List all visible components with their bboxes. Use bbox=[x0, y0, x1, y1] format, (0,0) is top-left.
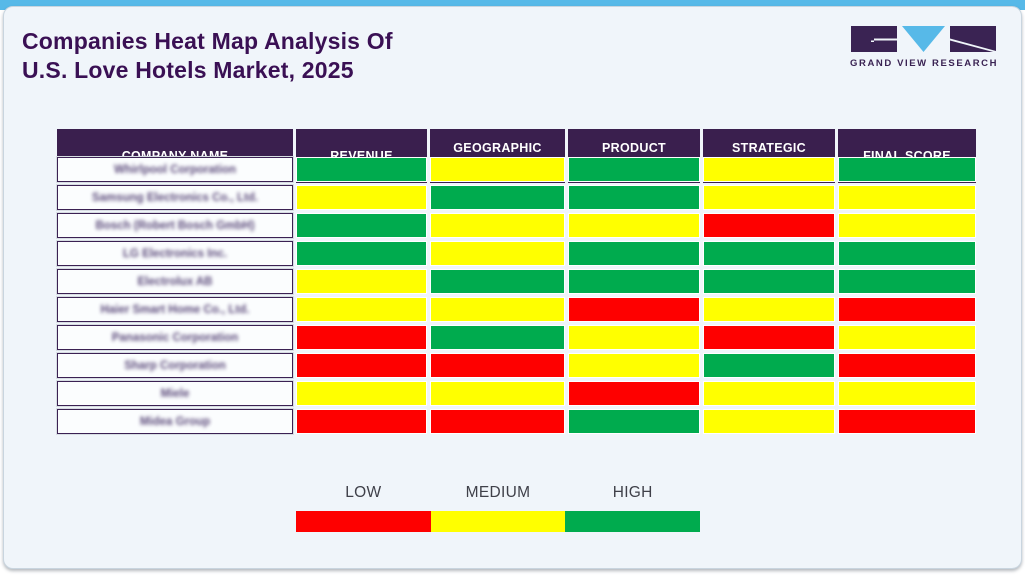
heat-cell-medium bbox=[838, 185, 976, 210]
heat-cell-low bbox=[296, 409, 427, 434]
heat-cell-low bbox=[430, 353, 565, 378]
company-name-cell: Samsung Electronics Co., Ltd. bbox=[56, 184, 294, 211]
company-name-text: Samsung Electronics Co., Ltd. bbox=[91, 191, 259, 204]
grand-view-research-logo: GRAND VIEW RESEARCH bbox=[850, 26, 998, 69]
company-name-cell: Whirlpool Corporation bbox=[56, 156, 294, 183]
heat-cell-medium bbox=[296, 185, 427, 210]
heat-cell-medium bbox=[703, 297, 835, 322]
heat-cell-medium bbox=[838, 325, 976, 350]
company-name-text: Panasonic Corporation bbox=[111, 331, 239, 344]
page-title-line2: U.S. Love Hotels Market, 2025 bbox=[22, 57, 354, 83]
heat-cell-medium bbox=[838, 213, 976, 238]
company-name-cell: Panasonic Corporation bbox=[56, 324, 294, 351]
heat-cell-medium bbox=[430, 213, 565, 238]
company-name-text: LG Electronics Inc. bbox=[122, 247, 228, 260]
company-name-cell: Bosch (Robert Bosch GmbH) bbox=[56, 212, 294, 239]
heat-cell-low bbox=[703, 213, 835, 238]
heat-cell-high bbox=[296, 157, 427, 182]
heat-cell-high bbox=[568, 185, 700, 210]
company-name-cell: Electrolux AB bbox=[56, 268, 294, 295]
heat-cell-medium bbox=[838, 381, 976, 406]
heat-cell-high bbox=[430, 325, 565, 350]
company-name-cell: Midea Group bbox=[56, 408, 294, 435]
company-name-text: Electrolux AB bbox=[137, 275, 213, 288]
heat-cell-high bbox=[296, 241, 427, 266]
company-name-cell: Sharp Corporation bbox=[56, 352, 294, 379]
heat-cell-medium bbox=[568, 353, 700, 378]
heat-cell-low bbox=[568, 297, 700, 322]
company-name-text: Whirlpool Corporation bbox=[113, 163, 236, 176]
heat-cell-low bbox=[296, 325, 427, 350]
heat-cell-medium bbox=[703, 157, 835, 182]
legend-bar bbox=[296, 511, 701, 532]
legend-label-low: LOW bbox=[345, 484, 382, 501]
legend-labels: LOW MEDIUM HIGH bbox=[296, 484, 700, 502]
heat-map-table: COMPANY NAME REVENUE GEOGRAPHIC PRESENCE… bbox=[56, 129, 976, 435]
company-name-text: Sharp Corporation bbox=[124, 359, 226, 372]
company-name-text: Haier Smart Home Co., Ltd. bbox=[100, 303, 250, 316]
heat-cell-high bbox=[703, 241, 835, 266]
legend-swatch-low bbox=[296, 511, 431, 532]
heat-cell-low bbox=[296, 353, 427, 378]
page-title: Companies Heat Map Analysis Of U.S. Love… bbox=[22, 27, 642, 85]
heat-cell-high bbox=[838, 241, 976, 266]
heat-cell-medium bbox=[430, 297, 565, 322]
legend-label-medium: MEDIUM bbox=[465, 484, 531, 501]
top-accent-bar bbox=[0, 0, 1025, 10]
heat-cell-medium bbox=[568, 325, 700, 350]
heat-cell-medium bbox=[430, 157, 565, 182]
heat-cell-medium bbox=[703, 185, 835, 210]
heat-cell-medium bbox=[296, 297, 427, 322]
heat-cell-low bbox=[838, 409, 976, 434]
heat-cell-high bbox=[703, 353, 835, 378]
legend-swatch-medium bbox=[430, 511, 566, 532]
company-name-text: Miele bbox=[160, 387, 190, 400]
company-name-text: Midea Group bbox=[139, 415, 211, 428]
logo-wordmark: GRAND VIEW RESEARCH bbox=[850, 58, 999, 69]
legend-swatch-high bbox=[565, 511, 701, 532]
heat-cell-low bbox=[838, 297, 976, 322]
heat-cell-high bbox=[838, 157, 976, 182]
heat-cell-medium bbox=[568, 213, 700, 238]
heat-cell-medium bbox=[703, 381, 835, 406]
heat-cell-medium bbox=[430, 381, 565, 406]
heat-cell-medium bbox=[296, 269, 427, 294]
heat-cell-low bbox=[838, 353, 976, 378]
heat-cell-high bbox=[568, 409, 700, 434]
company-name-cell: LG Electronics Inc. bbox=[56, 240, 294, 267]
heat-cell-high bbox=[568, 241, 700, 266]
company-name-text: Bosch (Robert Bosch GmbH) bbox=[95, 219, 255, 232]
heat-cell-low bbox=[703, 325, 835, 350]
heat-cell-medium bbox=[430, 241, 565, 266]
heat-cell-high bbox=[568, 269, 700, 294]
heat-cell-medium bbox=[703, 409, 835, 434]
heat-cell-medium bbox=[296, 381, 427, 406]
legend-label-high: HIGH bbox=[612, 484, 653, 501]
gvr-logo-icon bbox=[851, 26, 996, 53]
company-name-cell: Haier Smart Home Co., Ltd. bbox=[56, 296, 294, 323]
heat-cell-low bbox=[430, 409, 565, 434]
page-title-line1: Companies Heat Map Analysis Of bbox=[22, 28, 393, 54]
heat-cell-low bbox=[568, 381, 700, 406]
heat-cell-high bbox=[703, 269, 835, 294]
heat-cell-high bbox=[430, 185, 565, 210]
heat-cell-high bbox=[430, 269, 565, 294]
heat-cell-high bbox=[568, 157, 700, 182]
company-name-cell: Miele bbox=[56, 380, 294, 407]
heat-cell-high bbox=[838, 269, 976, 294]
heat-cell-high bbox=[296, 213, 427, 238]
